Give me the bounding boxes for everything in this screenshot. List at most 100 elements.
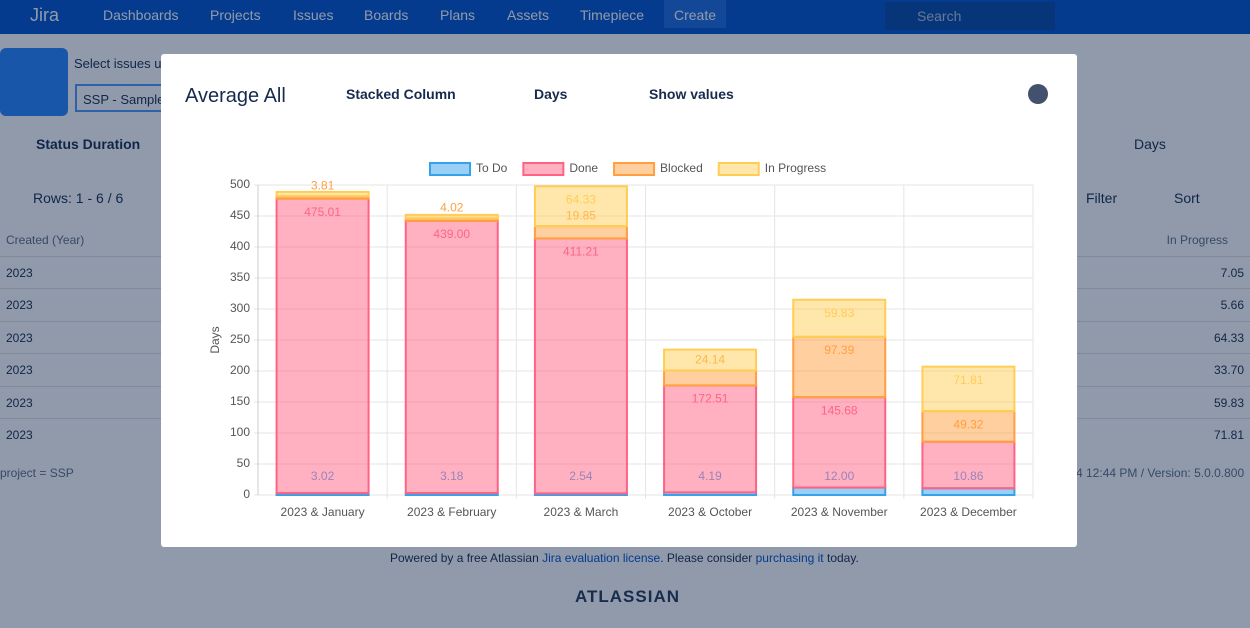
table-cell: 2023 xyxy=(6,266,33,280)
bar-segment xyxy=(663,348,758,372)
help-icon[interactable] xyxy=(1028,84,1048,104)
table-cell: 33.70 xyxy=(1213,363,1244,378)
bar-segment xyxy=(921,487,1016,497)
link[interactable]: purchasing it xyxy=(755,551,824,565)
modal-title: Average All xyxy=(185,85,286,107)
x-tick-label: 2023 & October xyxy=(668,505,752,519)
y-tick-label: 500 xyxy=(230,177,250,191)
legend-label: In Progress xyxy=(765,161,826,175)
link[interactable]: Jira evaluation license xyxy=(542,551,661,565)
legend-label: To Do xyxy=(476,161,508,175)
x-tick-label: 2023 & November xyxy=(791,505,888,519)
value-label: 172.51 xyxy=(692,392,729,406)
top-nav: Jira Dashboards Projects Issues Boards Plans… xyxy=(0,0,1250,34)
y-tick-label: 200 xyxy=(230,363,250,377)
filter[interactable]: Filter xyxy=(1086,190,1118,206)
y-tick-label: 150 xyxy=(230,394,250,408)
bar-segment xyxy=(663,369,758,387)
value-label: 4.02 xyxy=(440,201,464,215)
value-label: 411.21 xyxy=(563,245,599,259)
value-label: 64.33 xyxy=(566,192,596,206)
logo[interactable]: Jira xyxy=(30,5,60,25)
table-cell: 2023 xyxy=(6,298,33,313)
bar-segment xyxy=(533,237,628,495)
y-tick-label: 0 xyxy=(243,487,250,501)
chart-type-select[interactable]: Stacked Column xyxy=(346,86,456,102)
nav-item[interactable]: Plans xyxy=(440,7,476,23)
text: today. xyxy=(826,551,859,565)
footer-left: project = SSP xyxy=(0,466,74,480)
value-label: 145.68 xyxy=(821,403,858,417)
table-cell: 5.66 xyxy=(1220,298,1244,313)
y-tick-label: 400 xyxy=(230,239,250,253)
table-cell: 2023 xyxy=(6,330,33,345)
rows-info: Rows: 1 - 6 / 6 xyxy=(33,190,124,206)
nav-item[interactable]: Projects xyxy=(210,7,261,23)
legend-swatch xyxy=(717,162,760,176)
legend-swatch xyxy=(522,162,565,176)
column-header: In Progress xyxy=(1166,233,1228,247)
table-cell: 2023 xyxy=(6,363,33,378)
table-cell: 64.33 xyxy=(1213,330,1244,345)
y-tick-label: 450 xyxy=(230,208,250,222)
nav-item[interactable]: Issues xyxy=(293,7,334,23)
legend-label: Done xyxy=(569,161,598,175)
y-axis-label: Days xyxy=(208,326,222,353)
legend-swatch xyxy=(429,162,471,176)
footer-right: 4 12:44 PM / Version: 5.0.0.800 xyxy=(1076,466,1245,480)
bar-segment xyxy=(275,197,370,495)
bar-segment xyxy=(792,298,887,338)
view-select[interactable]: Status Duration xyxy=(36,136,141,152)
legend-label: Blocked xyxy=(660,161,703,175)
bar-segment xyxy=(663,384,758,494)
value-label: 3.81 xyxy=(311,178,335,192)
y-tick-label: 350 xyxy=(230,270,250,284)
table-cell: 2023 xyxy=(6,428,33,442)
x-tick-label: 2023 & December xyxy=(920,505,1017,519)
value-label: 439.00 xyxy=(433,227,470,241)
unit-select[interactable]: Days xyxy=(1134,136,1166,152)
powered-by: Powered by a free Atlassian Jira evaluat… xyxy=(390,551,859,565)
create-button[interactable]: Create xyxy=(664,0,726,28)
text: . Please consider xyxy=(660,551,753,565)
nav-item[interactable]: Boards xyxy=(364,7,409,23)
y-tick-label: 100 xyxy=(230,425,250,439)
value-label: 97.39 xyxy=(824,343,854,357)
x-tick-label: 2023 & March xyxy=(544,505,619,519)
value-label: 59.83 xyxy=(824,306,854,320)
select-label: Select issues u xyxy=(74,56,162,71)
bar-segment xyxy=(792,335,887,399)
bar-segment xyxy=(404,213,499,220)
bar-segment xyxy=(792,486,887,496)
nav-item[interactable]: Dashboards xyxy=(103,7,179,23)
bar-segment xyxy=(275,190,370,198)
x-tick-label: 2023 & February xyxy=(407,505,496,519)
column-header: Created (Year) xyxy=(6,233,85,247)
project-avatar xyxy=(0,48,68,116)
search[interactable]: Search xyxy=(885,2,1055,30)
bar-segment xyxy=(404,219,499,495)
table-cell: 71.81 xyxy=(1213,428,1244,442)
nav-item[interactable]: Timepiece xyxy=(580,7,645,23)
table-cell: 59.83 xyxy=(1213,395,1244,410)
sort[interactable]: Sort xyxy=(1174,190,1200,206)
brand: ATLASSIAN xyxy=(575,587,681,606)
bar-segment xyxy=(792,396,887,489)
y-tick-label: 250 xyxy=(230,332,250,346)
unit-select[interactable]: Days xyxy=(534,86,568,102)
text: Powered by a free Atlassian xyxy=(390,551,539,565)
bar-segment xyxy=(533,225,628,240)
value-label: 475.01 xyxy=(304,205,341,219)
y-tick-label: 50 xyxy=(237,456,251,470)
x-tick-label: 2023 & January xyxy=(281,505,365,519)
show-values-select[interactable]: Show values xyxy=(649,86,734,102)
bar-segment xyxy=(921,440,1016,490)
table-cell: 7.05 xyxy=(1220,266,1244,280)
value-label: 71.81 xyxy=(953,373,983,387)
nav-item[interactable]: Assets xyxy=(507,7,550,23)
legend-swatch xyxy=(613,162,656,176)
bar-segment xyxy=(533,185,628,228)
y-tick-label: 300 xyxy=(230,301,250,315)
